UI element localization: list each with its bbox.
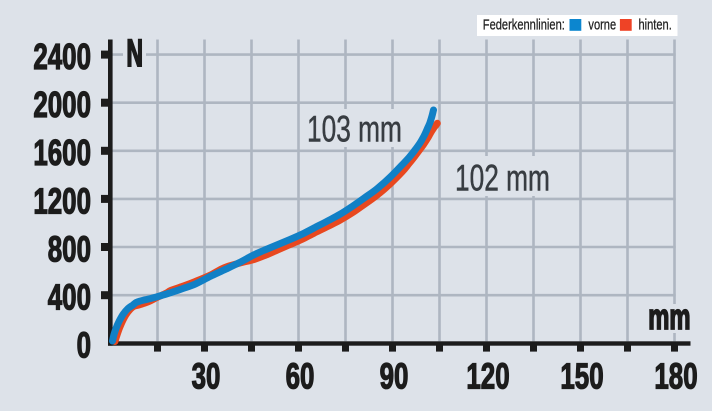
svg-text:mm: mm: [648, 297, 690, 337]
svg-text:800: 800: [48, 229, 91, 269]
svg-text:N: N: [127, 32, 143, 74]
svg-text:vorne: vorne: [588, 16, 616, 33]
svg-text:1200: 1200: [33, 181, 91, 221]
svg-text:2400: 2400: [33, 37, 91, 77]
svg-text:Federkennlinien:: Federkennlinien:: [483, 16, 565, 33]
svg-text:0: 0: [77, 326, 91, 366]
svg-text:103 mm: 103 mm: [307, 108, 402, 150]
svg-text:30: 30: [192, 356, 221, 396]
svg-text:120: 120: [466, 356, 509, 396]
svg-text:60: 60: [286, 356, 315, 396]
svg-text:180: 180: [654, 356, 697, 396]
svg-text:102 mm: 102 mm: [455, 157, 550, 199]
svg-text:2000: 2000: [33, 85, 91, 125]
svg-text:400: 400: [48, 277, 91, 317]
svg-text:90: 90: [380, 356, 409, 396]
svg-text:150: 150: [560, 356, 603, 396]
svg-text:1600: 1600: [33, 133, 91, 173]
svg-text:hinten.: hinten.: [639, 16, 672, 33]
